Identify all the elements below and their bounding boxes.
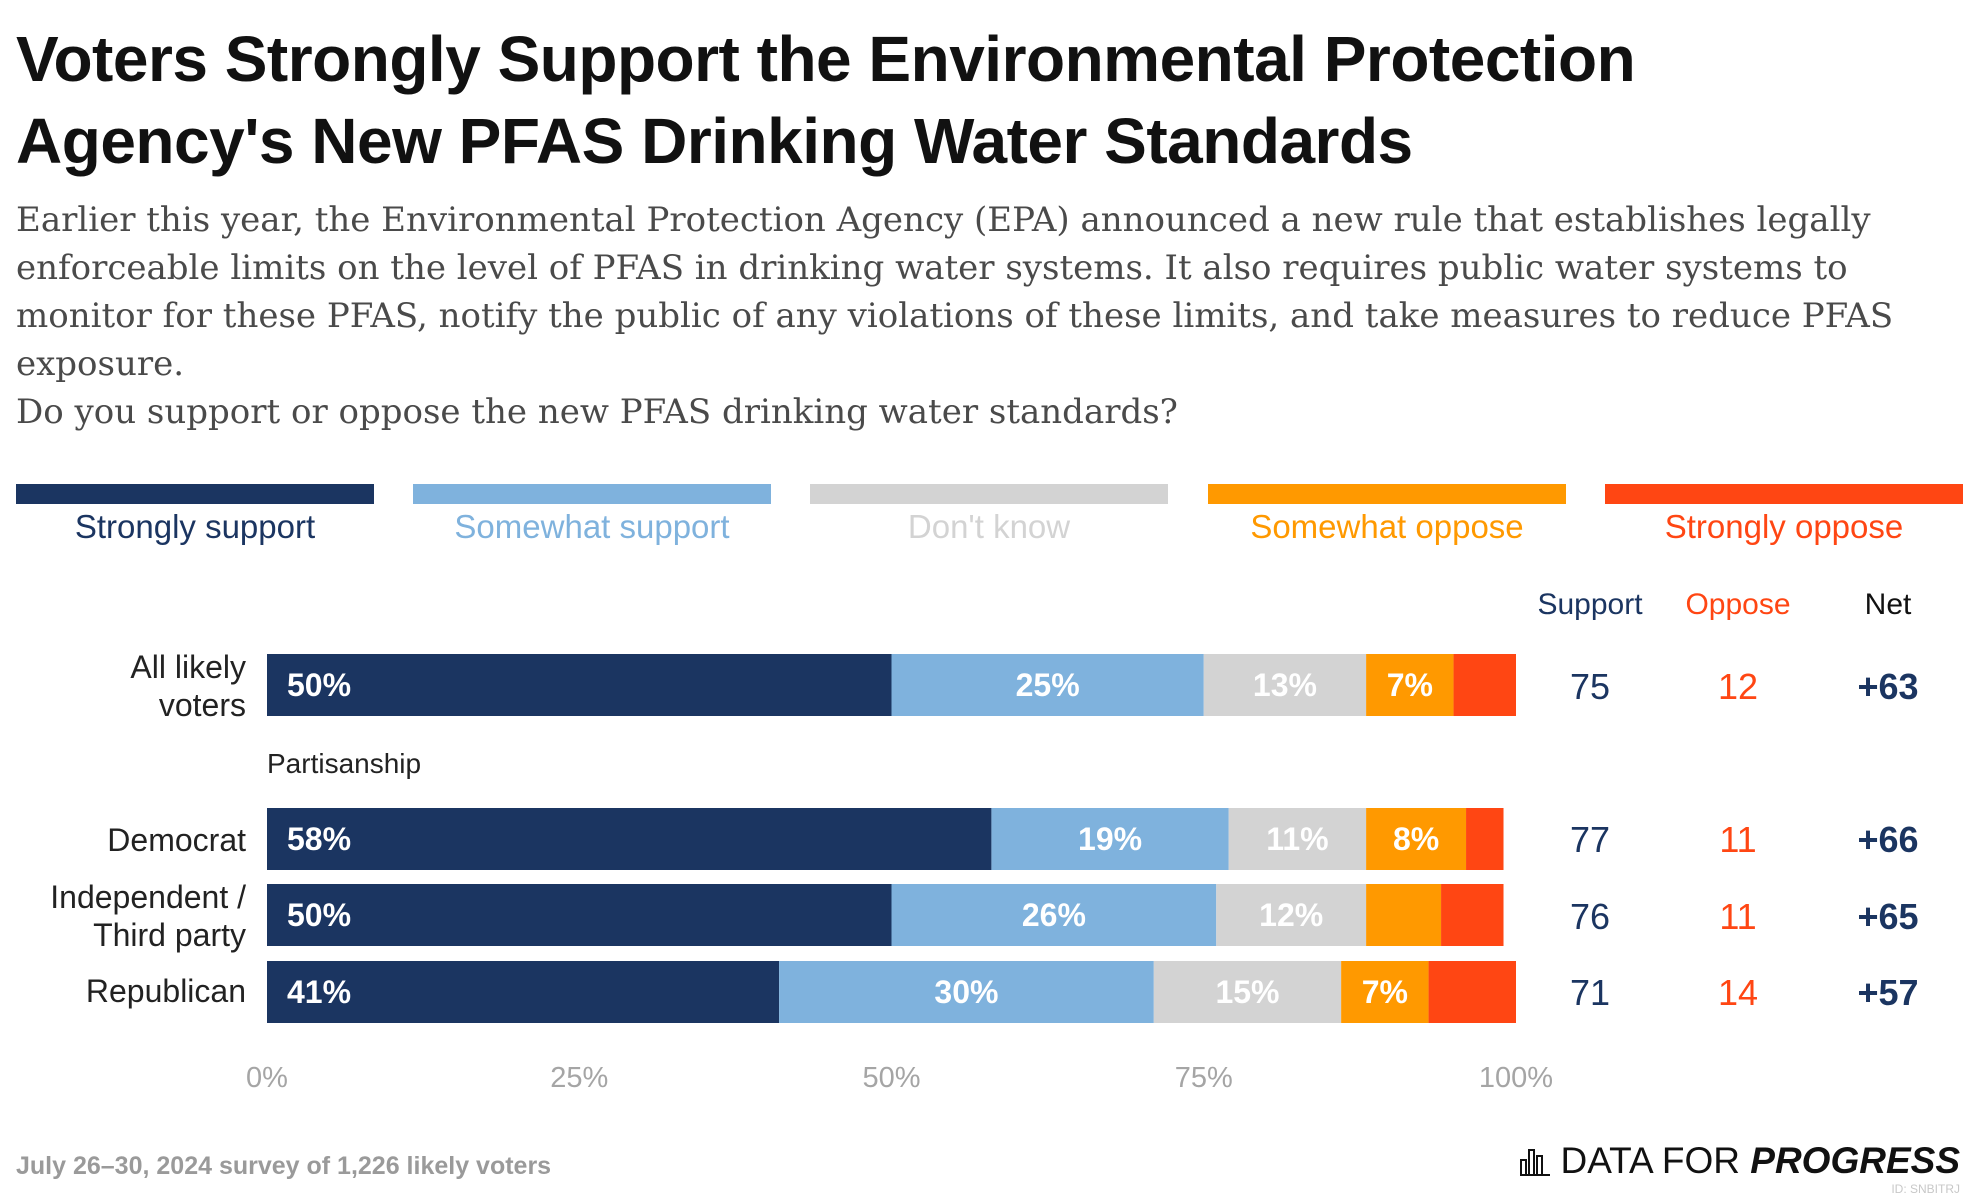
- data-label-somewhat-oppose: 7%: [1387, 667, 1433, 703]
- bar-segment-somewhat-support: [891, 884, 1217, 946]
- section-label-partisanship: Partisanship: [267, 748, 422, 779]
- legend-swatch-somewhat-support: [413, 484, 771, 504]
- bar-segment-strongly-oppose: [1441, 884, 1504, 946]
- bar-segment-somewhat-support: [779, 961, 1154, 1023]
- row-label-republican: Republican: [85, 973, 246, 1009]
- data-label-strongly-support: 50%: [287, 667, 351, 703]
- x-tick-label: 0%: [246, 1062, 288, 1094]
- bar-segment-dont-know: [1153, 961, 1342, 1023]
- data-label-somewhat-support: 26%: [1022, 897, 1086, 933]
- logo-text-bold: PROGRESS: [1750, 1140, 1960, 1181]
- support-column-header: Support: [1537, 588, 1643, 621]
- chart-id: ID: SNBITRJ: [1891, 1182, 1960, 1196]
- net-value: +66: [1857, 819, 1919, 860]
- data-label-somewhat-oppose: 8%: [1393, 821, 1439, 857]
- row-label-democrat: Democrat: [107, 822, 246, 858]
- bar-segment-somewhat-support: [891, 654, 1204, 716]
- net-column-header: Net: [1864, 588, 1912, 621]
- survey-footnote: July 26–30, 2024 survey of 1,226 likely …: [16, 1152, 552, 1180]
- row-label-text: Independent / Third party: [50, 879, 246, 953]
- data-label-somewhat-support: 19%: [1078, 821, 1142, 857]
- chart-subtitle: Earlier this year, the Environmental Pro…: [16, 200, 1894, 384]
- bar-segment-somewhat-oppose: [1341, 961, 1429, 1023]
- bar-segment-somewhat-support: [991, 808, 1229, 870]
- bar-segment-strongly-support: [267, 884, 892, 946]
- bar-chart-icon: [1520, 1149, 1551, 1176]
- oppose-value: 14: [1717, 972, 1759, 1013]
- legend-swatch-strongly-oppose: [1605, 484, 1963, 504]
- legend-label-somewhat-oppose: Somewhat oppose: [1250, 508, 1524, 545]
- data-label-dont-know: 15%: [1215, 974, 1279, 1010]
- data-label-dont-know: 12%: [1259, 897, 1323, 933]
- bar-segment-somewhat-oppose: [1366, 808, 1467, 870]
- legend-label-strongly-support: Strongly support: [74, 508, 316, 545]
- legend-swatch-strongly-support: [16, 484, 374, 504]
- legend-label-strongly-oppose: Strongly oppose: [1664, 508, 1904, 545]
- row-label-independent: Independent / Third party: [16, 878, 246, 954]
- x-tick-label: 75%: [1175, 1062, 1233, 1094]
- support-value: 76: [1569, 896, 1611, 937]
- net-value: +57: [1857, 972, 1919, 1013]
- x-tick-label: 25%: [550, 1062, 608, 1094]
- oppose-value: 11: [1719, 819, 1757, 860]
- data-label-somewhat-support: 30%: [934, 974, 998, 1010]
- data-label-dont-know: 13%: [1253, 667, 1317, 703]
- legend-label-dont-know: Don't know: [907, 508, 1071, 545]
- bar-segment-strongly-support: [267, 654, 892, 716]
- support-value: 75: [1569, 666, 1611, 707]
- net-value: +65: [1857, 896, 1919, 937]
- data-label-strongly-support: 50%: [287, 897, 351, 933]
- oppose-value: 11: [1719, 896, 1757, 937]
- x-tick-label: 50%: [862, 1062, 920, 1094]
- logo-text-regular: DATA FOR: [1560, 1140, 1740, 1181]
- data-label-somewhat-support: 25%: [1016, 667, 1080, 703]
- bar-segment-dont-know: [1228, 808, 1367, 870]
- row-label-all-likely-voters: All likely voters: [96, 648, 246, 724]
- bar-segment-strongly-oppose: [1466, 808, 1504, 870]
- support-value: 71: [1569, 972, 1611, 1013]
- survey-question: Do you support or oppose the new PFAS dr…: [16, 392, 1178, 432]
- chart-title: Voters Strongly Support the Environmenta…: [16, 23, 1636, 177]
- bar-segment-strongly-support: [267, 961, 780, 1023]
- bar-segment-strongly-oppose: [1428, 961, 1516, 1023]
- bar-segment-somewhat-oppose: [1366, 654, 1454, 716]
- bar-segment-dont-know: [1216, 884, 1367, 946]
- row-label-text: All likely voters: [130, 649, 246, 723]
- support-value: 77: [1569, 819, 1611, 860]
- data-label-strongly-support: 58%: [287, 821, 351, 857]
- net-value: +63: [1857, 666, 1919, 707]
- oppose-column-header: Oppose: [1685, 588, 1791, 621]
- legend-swatch-somewhat-oppose: [1208, 484, 1566, 504]
- data-label-dont-know: 11%: [1266, 821, 1328, 857]
- bar-segment-strongly-oppose: [1453, 654, 1516, 716]
- legend-label-somewhat-support: Somewhat support: [454, 508, 730, 545]
- bar-segment-dont-know: [1203, 654, 1367, 716]
- data-label-strongly-support: 41%: [287, 974, 351, 1010]
- x-tick-label: 100%: [1479, 1062, 1553, 1094]
- bar-segment-strongly-support: [267, 808, 992, 870]
- legend-swatch-dont-know: [810, 484, 1168, 504]
- data-label-somewhat-oppose: 7%: [1362, 974, 1408, 1010]
- bar-segment-somewhat-oppose: [1366, 884, 1442, 946]
- data-for-progress-logo: DATA FOR PROGRESS: [1520, 1140, 1960, 1182]
- oppose-value: 12: [1717, 666, 1759, 707]
